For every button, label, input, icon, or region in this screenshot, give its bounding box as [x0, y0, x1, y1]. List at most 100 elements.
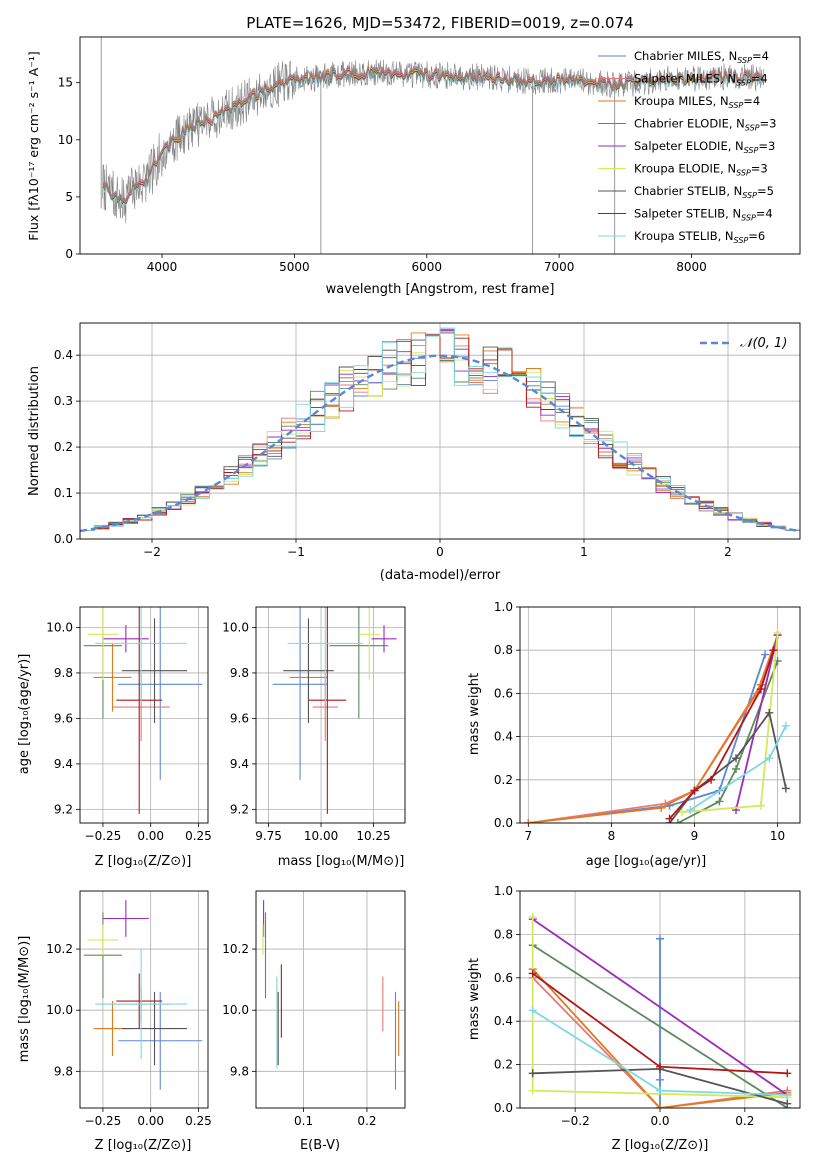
weight-marker — [665, 814, 674, 823]
age-vs-mass-xtick-label: 10.25 — [356, 829, 390, 843]
legend-label: Chabrier MILES, NSSP=4 — [634, 49, 769, 65]
residuals-frame — [79, 322, 801, 540]
weight-marker — [783, 1069, 792, 1078]
weight-vs-age-ylabel: mass weight — [467, 673, 482, 755]
age-vs-z-xlabel: Z [log₁₀(Z/Z⊙)] — [95, 854, 192, 869]
weight-vs-z-frame — [519, 890, 801, 1109]
spectrum-legend: Chabrier MILES, NSSP=4 Salpeter MILES, NS… — [598, 49, 776, 245]
weight-vs-age-ytick-label: 0.0 — [494, 816, 513, 830]
mass-vs-ebv-ytick-label: 10.0 — [222, 1003, 249, 1017]
weight-marker — [656, 1075, 664, 1084]
mass-vs-z-ylabel: mass [log₁₀(M/M⊙)] — [17, 936, 32, 1063]
age-vs-z-axes: −0.25 0.00 0.25 9.2 9.4 9.6 9.8 10.0 — [46, 607, 212, 843]
residuals-plot-area — [80, 327, 800, 539]
weight-line — [528, 654, 766, 823]
weight-marker — [673, 819, 682, 823]
weight-marker — [781, 784, 790, 793]
weight-vs-age-plot-area — [524, 628, 790, 823]
weight-vs-age-ytick-label: 1.0 — [494, 600, 513, 614]
age-vs-z-ytick-label: 9.8 — [54, 666, 73, 680]
legend-label: Chabrier ELODIE, NSSP=3 — [634, 117, 776, 133]
mass-vs-ebv-xtick-label: 0.2 — [357, 1114, 376, 1128]
weight-vs-age-ytick-label: 0.6 — [494, 686, 513, 700]
weight-vs-z-ytick-label: 0.0 — [494, 1101, 513, 1115]
weight-vs-z-ytick-label: 1.0 — [494, 884, 513, 898]
residuals-xtick-label: −2 — [143, 545, 161, 559]
mass-vs-ebv-ytick-label: 10.2 — [222, 942, 249, 956]
spectrum-ytick-label: 15 — [58, 76, 73, 90]
residuals-ytick-label: 0.0 — [54, 532, 73, 546]
age-vs-z-ytick-label: 9.4 — [54, 757, 73, 771]
age-vs-mass-axes: 9.75 10.00 10.25 9.2 9.4 9.6 9.8 10.0 — [222, 607, 405, 843]
legend-label: Kroupa MILES, NSSP=4 — [634, 94, 760, 110]
age-vs-z-ytick-label: 9.2 — [54, 802, 73, 816]
weight-marker — [656, 1086, 664, 1095]
spectrum-xtick-label: 6000 — [411, 260, 442, 274]
spectrum-model-line — [102, 67, 765, 204]
age-vs-z-ylabel: age [log₁₀(age/yr)] — [17, 654, 32, 775]
weight-marker — [756, 801, 765, 810]
weight-vs-age-frame — [519, 606, 801, 824]
age-vs-z-ytick-label: 9.6 — [54, 711, 73, 725]
age-vs-mass-xtick-label: 9.75 — [255, 829, 282, 843]
weight-marker — [656, 1062, 664, 1071]
mass-vs-z-xtick-label: 0.25 — [185, 1114, 212, 1128]
age-vs-mass-xlabel: mass [log₁₀(M/M⊙)] — [278, 854, 405, 869]
weight-vs-z-xtick-label: 0.0 — [650, 1114, 669, 1128]
weight-marker — [732, 765, 741, 773]
spectrum-ylabel: Flux [fλ10⁻¹⁷ erg cm⁻² s⁻¹ A⁻¹] — [26, 51, 41, 240]
weight-marker — [657, 803, 666, 812]
age-vs-mass-ytick-label: 9.6 — [230, 711, 249, 725]
residuals-axes: −2 −1 0 1 2 0.0 0.1 0.2 0.3 0.4 — [54, 323, 800, 559]
residuals-xtick-label: −1 — [287, 545, 305, 559]
residuals-ylabel: Normed distribution — [27, 366, 42, 496]
weight-vs-z-xlabel: Z [log₁₀(Z/Z⊙)] — [612, 1138, 709, 1153]
weight-vs-z-xtick-label: −0.2 — [561, 1114, 590, 1128]
weight-marker — [656, 1104, 664, 1108]
mass-vs-z-frame — [79, 890, 209, 1109]
spectrum-xtick-label: 7000 — [544, 260, 575, 274]
spectrum-model-line — [102, 67, 765, 205]
mass-vs-z-ytick-label: 10.2 — [46, 942, 73, 956]
weight-vs-z-plot-area — [528, 913, 792, 1108]
weight-vs-age-xtick-label: 9 — [691, 829, 699, 843]
weight-vs-age-xlabel: age [log₁₀(age/yr)] — [586, 854, 707, 869]
spectrum-model-line — [102, 70, 765, 207]
legend-label: Kroupa ELODIE, NSSP=3 — [634, 162, 768, 178]
age-vs-z-xtick-label: −0.25 — [85, 829, 122, 843]
mass-vs-z-xtick-label: −0.25 — [85, 1114, 122, 1128]
age-vs-z-xtick-label: 0.25 — [185, 829, 212, 843]
weight-marker — [732, 754, 741, 763]
weight-line — [532, 918, 788, 1096]
mass-vs-ebv-plot-area — [262, 900, 400, 1090]
weight-vs-age-xtick-label: 8 — [608, 829, 616, 843]
age-vs-mass-frame — [255, 606, 406, 824]
residuals-ytick-label: 0.4 — [54, 348, 73, 362]
mass-vs-ebv-frame — [255, 890, 406, 1109]
mass-vs-ebv-xlabel: E(B-V) — [300, 1138, 340, 1153]
age-vs-z-xtick-label: 0.00 — [137, 829, 164, 843]
weight-marker — [761, 650, 770, 659]
spectrum-ytick-label: 0 — [65, 247, 73, 261]
weight-marker — [524, 819, 533, 823]
age-vs-z-ytick-label: 10.0 — [46, 620, 73, 634]
weight-vs-age-xtick-label: 7 — [524, 829, 532, 843]
weight-marker — [528, 969, 537, 978]
weight-vs-z-ylabel: mass weight — [467, 958, 482, 1040]
weight-marker — [773, 628, 782, 637]
spectrum-axes: 4000 5000 6000 7000 8000 0 5 10 15 — [58, 76, 707, 274]
weight-vs-age-xtick-label: 10 — [770, 829, 785, 843]
weight-vs-z-ytick-label: 0.4 — [494, 1014, 513, 1028]
spectrum-ytick-label: 5 — [65, 190, 73, 204]
legend-label: Salpeter STELIB, NSSP=4 — [634, 207, 773, 223]
age-vs-z-frame — [79, 606, 209, 824]
spectrum-xtick-label: 8000 — [676, 260, 707, 274]
weight-vs-z-ytick-label: 0.2 — [494, 1058, 513, 1072]
age-vs-mass-xtick-label: 10.00 — [304, 829, 338, 843]
weight-marker — [715, 797, 724, 806]
mass-vs-z-ytick-label: 9.8 — [54, 1064, 73, 1078]
mass-vs-z-ytick-label: 10.0 — [46, 1003, 73, 1017]
legend-label: 𝒩(0, 1) — [740, 336, 787, 351]
age-vs-mass-ytick-label: 10.0 — [222, 620, 249, 634]
